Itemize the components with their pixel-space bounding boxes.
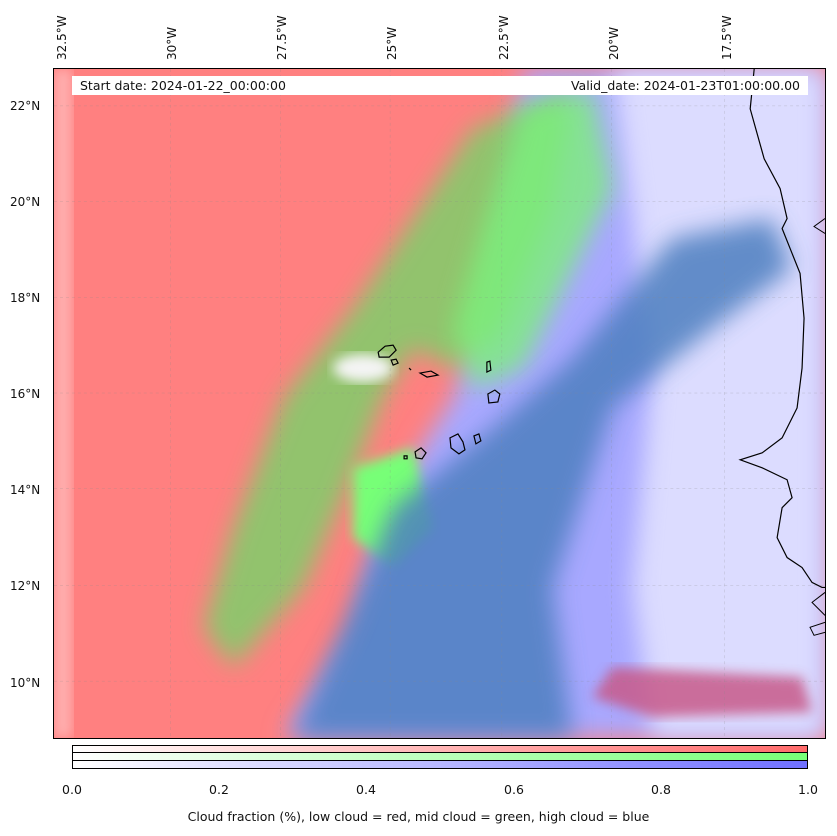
island-santo-antao — [377, 344, 397, 358]
lon-label-22-5w: 22.5°W — [497, 15, 511, 60]
lat-label-18n: 18°N — [10, 291, 41, 305]
edge-fade — [54, 69, 72, 738]
colorbar-tick-4: 0.8 — [651, 782, 671, 797]
lat-label-20n: 20°N — [10, 195, 41, 209]
lat-label-16n: 16°N — [10, 387, 41, 401]
island-boa-vista — [487, 389, 501, 404]
coast-detail — [813, 218, 825, 234]
lon-label-20w: 20°W — [607, 26, 621, 60]
island-fogo — [414, 447, 427, 460]
mid-cloud-north — [452, 88, 613, 389]
colorbar-tick-1: 0.2 — [209, 782, 229, 797]
coast-detail-3 — [809, 621, 825, 636]
island-maio — [473, 433, 482, 445]
coast-detail-2 — [811, 592, 825, 616]
gridlines — [54, 69, 825, 738]
map-layers — [54, 69, 825, 738]
island-sao-nicolau — [418, 370, 440, 378]
mid-cloud-band — [203, 88, 573, 668]
colorbar-low-cloud — [73, 746, 807, 754]
colorbar-high-cloud — [73, 760, 807, 768]
colorbar — [72, 745, 808, 769]
colorbar-tick-2: 0.4 — [356, 782, 376, 797]
colorbar-caption: Cloud fraction (%), low cloud = red, mid… — [187, 809, 650, 824]
lon-label-27-5w: 27.5°W — [275, 15, 289, 60]
cape-verde-islands — [377, 344, 501, 460]
colorbar-mid-cloud — [73, 753, 807, 761]
date-info-bar: Start date: 2024-01-22_00:00:00 Valid_da… — [72, 76, 808, 95]
africa-coastline — [738, 69, 825, 589]
clear-patch — [333, 354, 394, 383]
cloud-fraction-map — [53, 68, 826, 739]
island-sao-vicente — [390, 358, 399, 366]
lat-label-14n: 14°N — [10, 483, 41, 497]
island-santa-luzia — [408, 367, 412, 371]
lon-label-30w: 30°W — [165, 26, 179, 60]
colorbar-tick-5: 1.0 — [798, 782, 818, 797]
island-brava — [403, 455, 408, 460]
island-sal — [486, 360, 492, 374]
valid-date-label: Valid_date: 2024-01-23T01:00:00.00 — [570, 78, 800, 93]
overlap-band — [293, 218, 793, 738]
lon-label-17-5w: 17.5°W — [720, 15, 734, 60]
island-santiago — [449, 433, 466, 455]
lon-label-32-5w: 32.5°W — [55, 15, 69, 60]
low-cloud-streak — [592, 667, 813, 718]
lat-label-10n: 10°N — [10, 676, 41, 690]
start-date-label: Start date: 2024-01-22_00:00:00 — [80, 78, 286, 93]
lat-label-12n: 12°N — [10, 579, 41, 593]
colorbar-tick-0: 0.0 — [62, 782, 82, 797]
lat-label-22n: 22°N — [10, 99, 41, 113]
lon-label-25w: 25°W — [385, 26, 399, 60]
colorbar-tick-3: 0.6 — [504, 782, 524, 797]
